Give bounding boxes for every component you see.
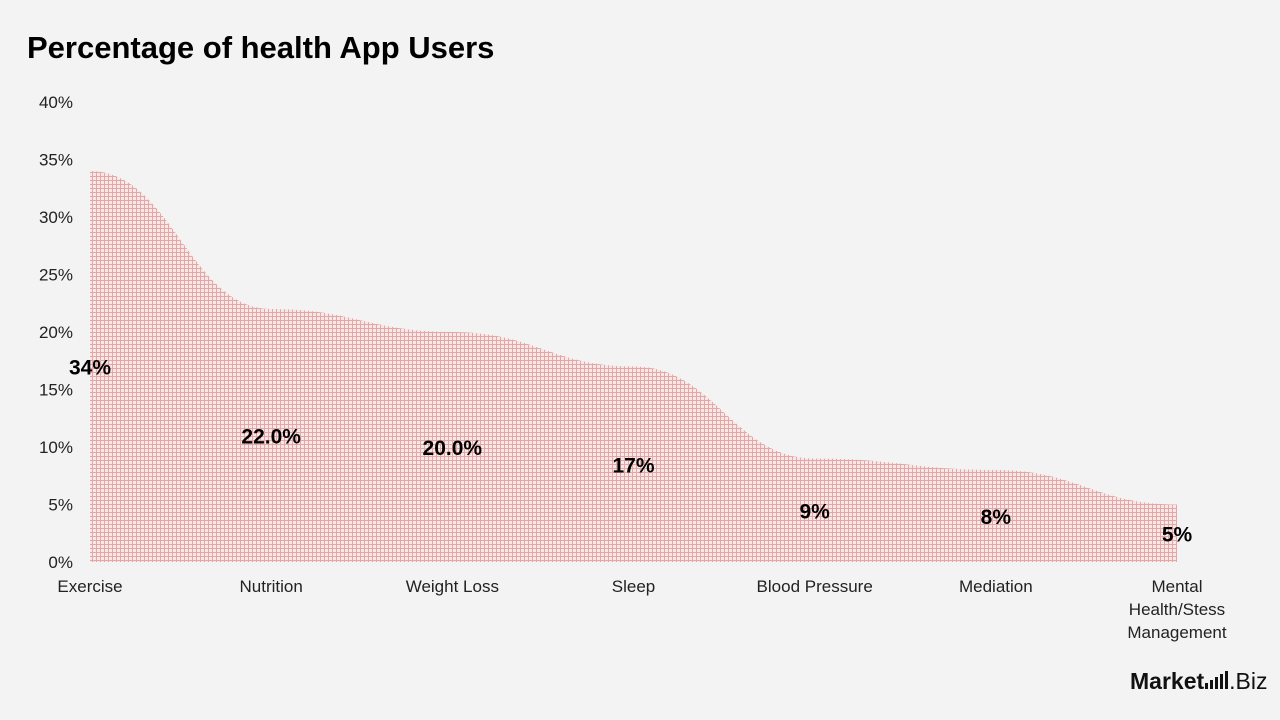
brand-bars-icon [1205,671,1229,689]
data-label: 20.0% [423,437,483,460]
area-series [90,171,1177,562]
data-label: 17% [612,454,654,477]
x-tick-label: Exercise [57,577,122,596]
brand-name-rest: .Biz [1229,668,1268,694]
x-tick-label: Weight Loss [406,577,499,596]
x-tick-label: Mediation [959,577,1033,596]
brand-name-strong: Market [1130,668,1205,694]
x-tick-label: Nutrition [240,577,303,596]
y-tick-label: 20% [39,323,73,342]
x-tick-label: Sleep [612,577,655,596]
x-tick-label: Mental Health/Stess Management [1127,577,1227,642]
y-tick-label: 40% [39,93,73,112]
y-tick-label: 10% [39,438,73,457]
y-tick-label: 25% [39,266,73,285]
data-labels: 34% 22.0% 20.0% 17% 9% 8% 5% [69,357,1193,547]
y-tick-label: 30% [39,208,73,227]
data-label: 5% [1162,523,1193,546]
y-tick-label: 15% [39,381,73,400]
data-label: 22.0% [241,426,301,449]
y-tick-label: 0% [48,553,73,572]
y-axis: 0% 5% 10% 15% 20% 25% 30% 35% 40% [39,93,73,572]
data-label: 9% [799,500,830,523]
y-tick-label: 35% [39,151,73,170]
chart-title: Percentage of health App Users [27,30,495,65]
area-layer [90,171,1177,562]
data-label: 34% [69,357,111,380]
y-tick-label: 5% [48,496,73,515]
brand-logo: Market .Biz [1130,670,1268,693]
data-label: 8% [981,506,1012,529]
x-tick-label: Blood Pressure [757,577,873,596]
x-axis: Exercise Nutrition Weight Loss Sleep Blood P… [57,577,1226,642]
